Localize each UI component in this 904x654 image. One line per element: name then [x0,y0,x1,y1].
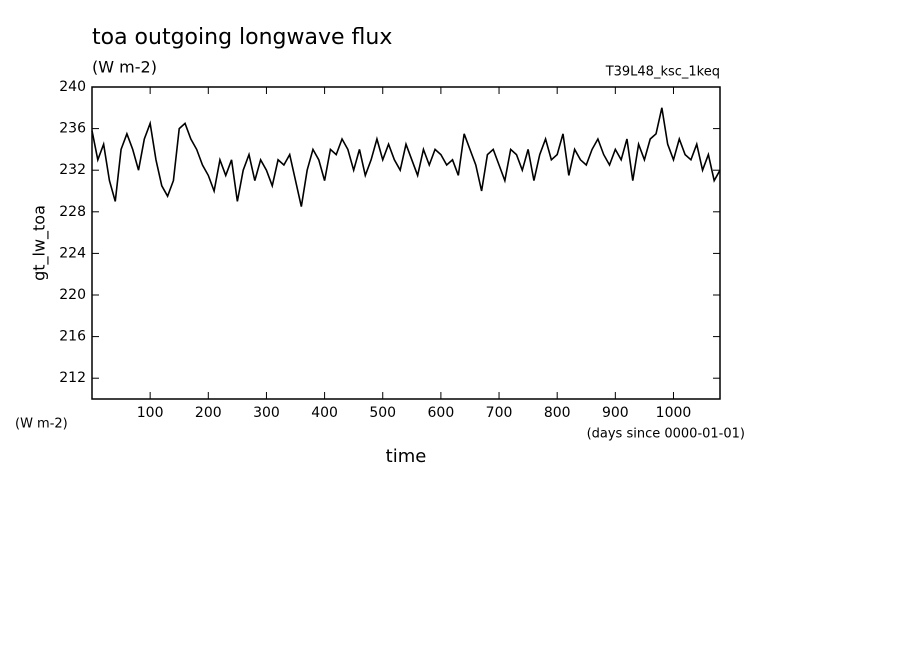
data-line [91,107,721,207]
x-tick-label: 500 [369,405,396,421]
y-axis-label: gt_lw_toa [30,205,50,281]
y-tick-label: 228 [59,204,86,220]
y-tick-label: 236 [59,121,86,137]
y-tick-label: 232 [59,162,86,178]
x-axis-label: time [386,446,427,467]
x-tick-label: 800 [544,405,571,421]
chart-title: toa outgoing longwave flux [92,25,392,50]
x-tick-label: 1000 [656,405,692,421]
plot-frame [91,86,721,400]
y-tick-label: 212 [59,370,86,386]
x-tick-label: 200 [195,405,222,421]
y-tick-label: 216 [59,329,86,345]
y-tick-label: 240 [59,79,86,95]
chart-subtitle: (W m-2) [92,58,157,77]
x-tick-label: 300 [253,405,280,421]
x-tick-label: 100 [137,405,164,421]
x-tick-label: 700 [486,405,513,421]
annotation: T39L48_ksc_1keq [605,65,720,80]
x-axis-units: (days since 0000-01-01) [587,427,745,442]
y-tick-label: 224 [59,245,86,261]
y-tick-label: 220 [59,287,86,303]
x-tick-label: 400 [311,405,338,421]
y-axis-units: (W m-2) [15,417,68,432]
x-tick-label: 900 [602,405,629,421]
x-tick-label: 600 [428,405,455,421]
